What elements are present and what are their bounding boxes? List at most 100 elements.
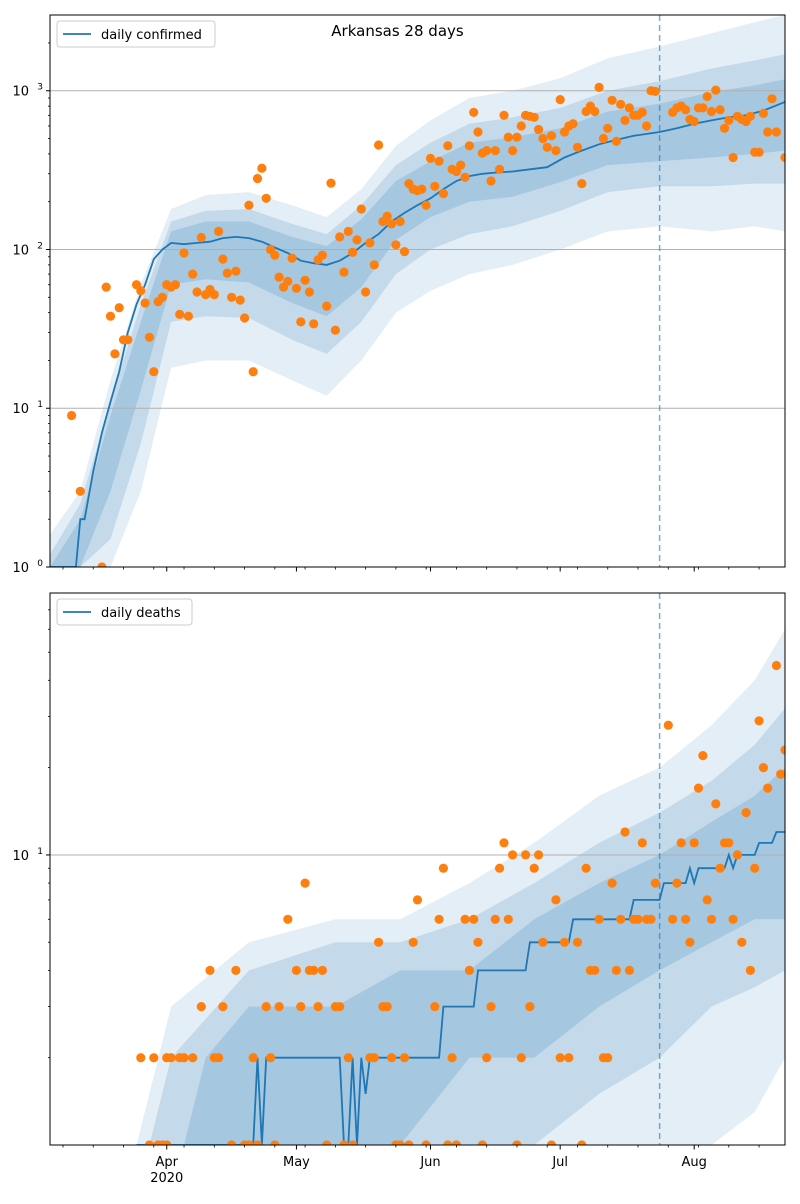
data-point	[244, 200, 254, 210]
data-point	[404, 1140, 414, 1145]
data-point	[408, 937, 418, 947]
data-point	[490, 914, 500, 924]
uncertainty-band-2	[50, 54, 785, 567]
axes-frame	[49, 592, 786, 1146]
data-point	[300, 878, 310, 888]
data-point	[157, 292, 167, 302]
data-point	[214, 226, 224, 236]
y-tick-label: 10 1	[12, 847, 43, 864]
data-point	[672, 878, 682, 888]
data-point	[274, 272, 284, 282]
data-point	[304, 287, 314, 297]
data-point	[149, 367, 159, 377]
x-tick-label: May	[283, 1155, 310, 1170]
data-point	[473, 937, 483, 947]
data-point	[702, 895, 712, 905]
data-point	[542, 142, 552, 152]
data-point	[711, 799, 721, 809]
data-point	[607, 878, 617, 888]
data-point	[434, 914, 444, 924]
data-point	[732, 850, 743, 860]
data-point	[114, 303, 124, 313]
panel-2: 10 1 daily deaths	[12, 592, 786, 1150]
data-point	[75, 486, 85, 496]
data-point	[650, 878, 660, 888]
data-point	[763, 783, 773, 793]
data-point	[374, 937, 384, 947]
data-point	[551, 895, 561, 905]
data-point	[538, 937, 548, 947]
data-point	[339, 267, 349, 277]
data-point	[719, 123, 730, 133]
data-point	[512, 132, 522, 142]
data-point	[534, 850, 544, 860]
data-point	[322, 1140, 332, 1145]
data-point	[361, 287, 371, 297]
data-point	[443, 1140, 453, 1145]
x-tick-year-label: 2020	[150, 1171, 183, 1186]
data-point	[611, 965, 622, 976]
data-point	[486, 1002, 496, 1012]
data-point	[438, 189, 448, 199]
data-point	[222, 268, 232, 278]
data-point	[335, 232, 345, 242]
data-point	[698, 751, 708, 761]
data-point	[559, 937, 570, 947]
data-point	[711, 85, 721, 95]
data-point	[240, 313, 250, 323]
data-point	[97, 562, 107, 567]
data-point	[348, 247, 358, 257]
data-point	[339, 1140, 349, 1145]
data-point	[235, 295, 245, 305]
data-point	[326, 178, 336, 188]
data-point	[218, 254, 228, 264]
data-point	[499, 838, 509, 848]
data-point	[421, 1140, 431, 1145]
data-point	[469, 107, 479, 117]
data-point	[265, 1053, 276, 1063]
uncertainty-band-3	[50, 79, 785, 567]
data-point	[291, 965, 301, 976]
data-point	[521, 850, 531, 860]
data-point	[689, 116, 699, 127]
data-point	[758, 108, 769, 118]
data-point	[572, 937, 583, 947]
data-point	[681, 914, 691, 924]
chart-title: Arkansas 28 days	[331, 22, 464, 40]
data-point	[715, 863, 725, 873]
y-tick-label: 10 3	[12, 83, 43, 100]
data-point	[252, 1140, 263, 1145]
data-point	[594, 82, 604, 92]
data-point	[464, 141, 474, 151]
data-point	[469, 914, 479, 924]
data-point	[274, 1002, 284, 1012]
data-point	[374, 140, 384, 150]
data-point	[551, 146, 561, 156]
data-point	[780, 152, 785, 163]
data-point	[343, 1053, 353, 1063]
data-point	[261, 193, 271, 203]
data-point	[348, 1140, 358, 1145]
data-point	[737, 937, 747, 947]
data-point	[443, 141, 453, 151]
data-point	[365, 238, 375, 248]
data-point	[482, 146, 492, 156]
data-point	[603, 1053, 613, 1063]
data-point	[538, 133, 548, 144]
data-point	[399, 247, 410, 257]
data-point	[369, 1053, 379, 1063]
data-point	[646, 914, 656, 924]
data-point	[105, 311, 116, 321]
data-point	[620, 827, 630, 837]
legend-label: daily confirmed	[101, 28, 202, 43]
data-point	[572, 142, 583, 152]
data-point	[616, 914, 626, 924]
data-point	[136, 286, 146, 296]
data-point	[382, 211, 392, 221]
data-point	[745, 111, 756, 121]
data-point	[637, 107, 647, 117]
data-point	[382, 1002, 392, 1012]
data-point	[702, 91, 712, 102]
legend: daily confirmed	[56, 20, 216, 48]
